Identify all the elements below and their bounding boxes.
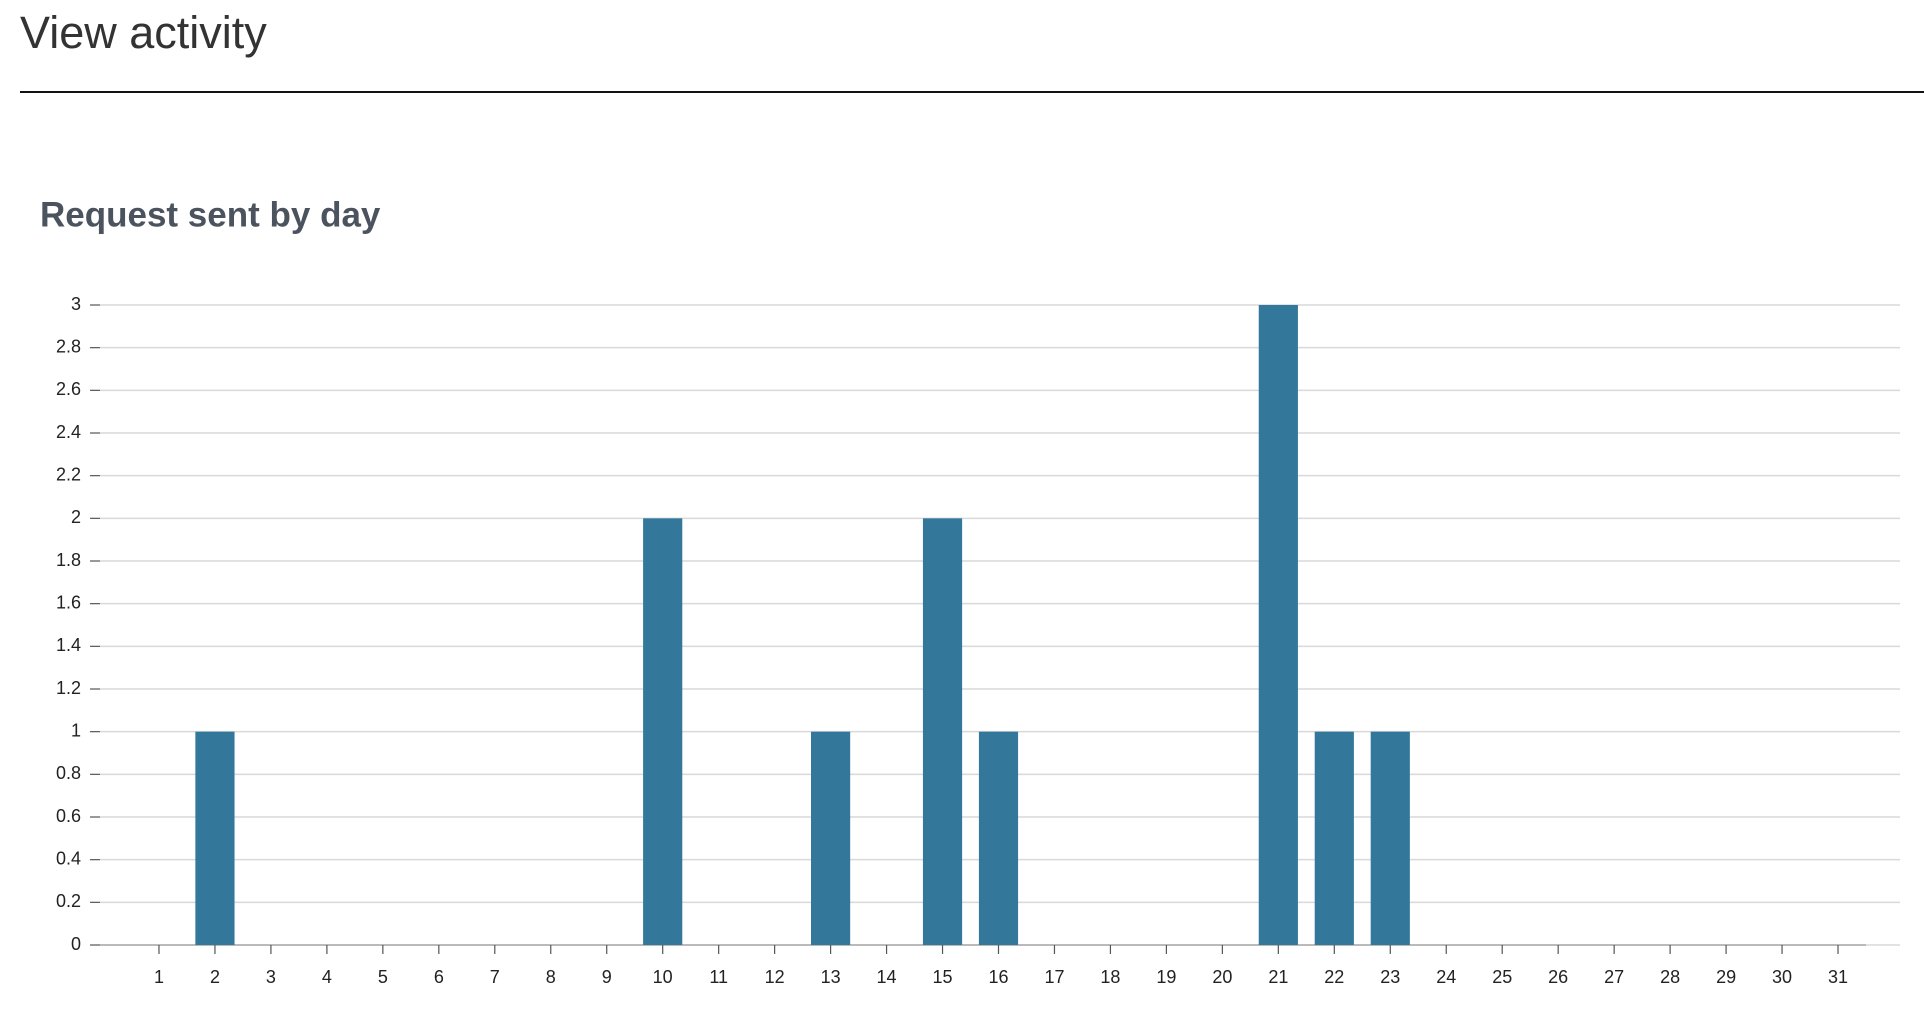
x-tick-label: 17 xyxy=(1044,967,1064,987)
x-tick-label: 9 xyxy=(602,967,612,987)
x-tick-label: 8 xyxy=(546,967,556,987)
bar xyxy=(1370,731,1410,945)
y-tick-label: 0 xyxy=(71,934,81,954)
x-tick-label: 31 xyxy=(1828,967,1848,987)
x-tick-label: 11 xyxy=(709,967,728,987)
x-tick-label: 24 xyxy=(1436,967,1456,987)
y-tick-label: 2.6 xyxy=(56,379,81,399)
x-tick-label: 18 xyxy=(1100,967,1120,987)
bar xyxy=(643,518,683,945)
bar xyxy=(195,731,235,945)
y-tick-label: 2 xyxy=(71,507,81,527)
y-tick-label: 2.2 xyxy=(56,464,81,484)
x-tick-label: 19 xyxy=(1156,967,1176,987)
x-tick-label: 14 xyxy=(877,967,897,987)
y-tick-label: 2.8 xyxy=(56,336,81,356)
y-tick-label: 0.8 xyxy=(56,763,81,783)
x-tick-label: 1 xyxy=(154,967,164,987)
bar xyxy=(1258,305,1298,945)
y-tick-label: 1.6 xyxy=(56,592,81,612)
bar xyxy=(978,731,1019,945)
bar xyxy=(811,731,851,945)
y-tick-label: 0.2 xyxy=(56,891,81,911)
x-tick-label: 10 xyxy=(653,967,673,987)
bar xyxy=(922,518,963,945)
y-tick-label: 0.4 xyxy=(56,848,81,868)
x-tick-label: 15 xyxy=(933,967,953,987)
y-tick-label: 2.4 xyxy=(56,422,81,442)
x-tick-label: 23 xyxy=(1380,967,1400,987)
x-tick-label: 16 xyxy=(988,967,1008,987)
y-tick-label: 1.8 xyxy=(56,550,81,570)
x-tick-label: 2 xyxy=(210,967,220,987)
chart-title: Request sent by day xyxy=(40,195,381,234)
y-tick-label: 1 xyxy=(71,720,81,740)
bar xyxy=(1314,731,1354,945)
x-tick-label: 20 xyxy=(1212,967,1232,987)
page-title: View activity xyxy=(20,7,267,58)
y-tick-label: 3 xyxy=(71,294,81,314)
x-tick-label: 22 xyxy=(1324,967,1344,987)
x-tick-label: 29 xyxy=(1716,967,1736,987)
y-tick-label: 0.6 xyxy=(56,806,81,826)
x-tick-label: 3 xyxy=(266,967,276,987)
x-tick-label: 28 xyxy=(1660,967,1680,987)
x-tick-label: 21 xyxy=(1268,967,1288,987)
x-tick-label: 5 xyxy=(378,967,388,987)
x-tick-label: 30 xyxy=(1772,967,1792,987)
x-tick-label: 27 xyxy=(1604,967,1624,987)
y-tick-label: 1.2 xyxy=(56,678,81,698)
x-tick-label: 13 xyxy=(821,967,841,987)
x-tick-label: 4 xyxy=(322,967,332,987)
x-tick-label: 7 xyxy=(490,967,500,987)
x-tick-label: 12 xyxy=(765,967,785,987)
x-tick-label: 26 xyxy=(1548,967,1568,987)
y-tick-label: 1.4 xyxy=(56,635,81,655)
x-tick-label: 6 xyxy=(434,967,444,987)
x-tick-label: 25 xyxy=(1492,967,1512,987)
